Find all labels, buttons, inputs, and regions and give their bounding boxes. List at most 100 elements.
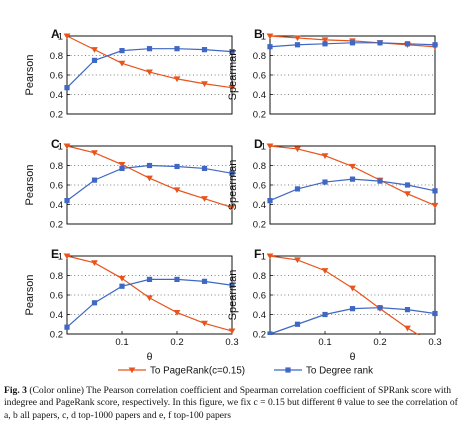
data-point-pagerank	[146, 295, 153, 302]
data-point-degree	[229, 49, 235, 55]
x-axis-label: θ	[147, 351, 153, 363]
y-tick-label: 0.2	[50, 329, 63, 340]
y-tick-label: 0.6	[253, 70, 266, 81]
data-point-degree	[404, 41, 411, 47]
data-point-degree	[432, 42, 438, 48]
panel-label: A	[51, 27, 60, 41]
data-point-degree	[322, 41, 328, 47]
y-tick-label: 1	[261, 31, 266, 42]
data-point-degree	[91, 177, 98, 183]
data-point-degree	[91, 300, 98, 306]
series-line-pagerank	[269, 145, 436, 207]
plot-frame	[66, 145, 233, 225]
data-point-pagerank	[266, 143, 274, 150]
data-point-pagerank	[201, 81, 208, 88]
data-point-degree	[322, 179, 328, 185]
data-point-degree	[119, 165, 125, 172]
data-point-pagerank	[91, 47, 98, 53]
y-tick-label: 0.2	[253, 219, 266, 230]
data-point-degree	[267, 331, 273, 335]
data-point-degree	[64, 324, 70, 330]
y-tick-label: 0.2	[50, 219, 63, 230]
data-point-pagerank	[118, 161, 126, 168]
data-point-degree	[64, 85, 70, 91]
panel-c: 0.2 0.4 0.6 0.8 1C Pearson	[24, 137, 236, 230]
data-point-pagerank	[266, 253, 274, 260]
panel-label: F	[254, 247, 261, 261]
series-line-pagerank	[66, 35, 233, 89]
data-point-pagerank	[118, 275, 126, 282]
data-point-pagerank	[63, 143, 71, 150]
data-point-degree	[432, 310, 438, 317]
y-tick-label: 1	[261, 251, 266, 262]
data-point-degree	[377, 305, 383, 311]
data-point-pagerank	[228, 328, 236, 335]
y-axis-label: Pearson	[24, 55, 36, 96]
data-point-pagerank	[321, 268, 329, 274]
plot-frame	[269, 145, 436, 225]
data-point-pagerank	[201, 320, 208, 327]
y-tick-label: 0.8	[253, 51, 266, 62]
data-point-pagerank	[349, 285, 356, 292]
data-point-pagerank	[294, 257, 301, 264]
data-point-pagerank	[321, 153, 329, 159]
y-tick-label: 0.4	[50, 310, 63, 321]
panel-label: D	[254, 137, 263, 151]
y-tick-label: 0.4	[50, 90, 63, 101]
series-group	[266, 33, 439, 50]
data-point-degree	[201, 47, 208, 53]
x-tick-label: 0.2	[170, 337, 183, 348]
data-point-pagerank	[431, 202, 439, 209]
data-point-degree	[91, 57, 98, 63]
caption-text: (Color online) The Pearson correlation c…	[4, 385, 458, 421]
data-point-pagerank	[146, 69, 153, 76]
x-tick-label: 0.3	[225, 337, 238, 348]
data-point-degree	[404, 307, 411, 313]
data-point-degree	[146, 276, 153, 282]
y-tick-label: 0.8	[50, 51, 63, 62]
panel-label: C	[51, 137, 60, 151]
data-point-degree	[174, 163, 180, 170]
figure-caption: Fig. 3 (Color online) The Pearson correl…	[4, 385, 466, 422]
data-point-pagerank	[294, 146, 301, 153]
data-point-pagerank	[173, 187, 181, 194]
legend-marker-triangle	[128, 367, 136, 374]
data-point-degree	[294, 42, 301, 48]
data-point-degree	[349, 306, 356, 312]
series-line-degree	[269, 178, 436, 202]
y-tick-label: 0.2	[253, 109, 266, 120]
data-point-degree	[64, 198, 70, 204]
data-point-degree	[377, 40, 383, 46]
y-tick-label: 0.8	[253, 271, 266, 282]
data-point-degree	[201, 278, 208, 284]
y-tick-label: 0.2	[253, 329, 266, 340]
y-tick-label: 0.6	[253, 180, 266, 191]
data-point-degree	[432, 188, 438, 194]
y-tick-label: 1	[58, 31, 63, 42]
data-point-degree	[146, 46, 153, 52]
y-tick-label: 1	[58, 141, 63, 152]
y-tick-label: 1	[261, 141, 266, 152]
series-line-degree	[66, 164, 233, 202]
panel-d: 0.2 0.4 0.6 0.8 1D Spearman	[227, 137, 439, 230]
y-tick-label: 0.8	[253, 161, 266, 172]
legend-label: To PageRank(c=0.15)	[150, 366, 245, 377]
data-point-pagerank	[63, 33, 71, 40]
data-point-pagerank	[173, 76, 181, 83]
series-group	[63, 143, 236, 211]
panel-label: E	[51, 247, 59, 261]
panel-label: B	[254, 27, 263, 41]
data-point-degree	[229, 282, 235, 288]
data-point-degree	[146, 162, 153, 169]
data-point-degree	[201, 165, 208, 172]
y-tick-label: 0.4	[253, 90, 266, 101]
y-tick-label: 0.6	[50, 180, 63, 191]
y-axis-label: Spearman	[227, 50, 239, 101]
y-axis-label: Spearman	[227, 160, 239, 211]
data-point-pagerank	[91, 150, 98, 157]
data-point-degree	[294, 321, 301, 327]
data-point-pagerank	[63, 253, 71, 260]
x-tick-label: 0.2	[373, 337, 386, 348]
data-point-degree	[174, 276, 180, 282]
